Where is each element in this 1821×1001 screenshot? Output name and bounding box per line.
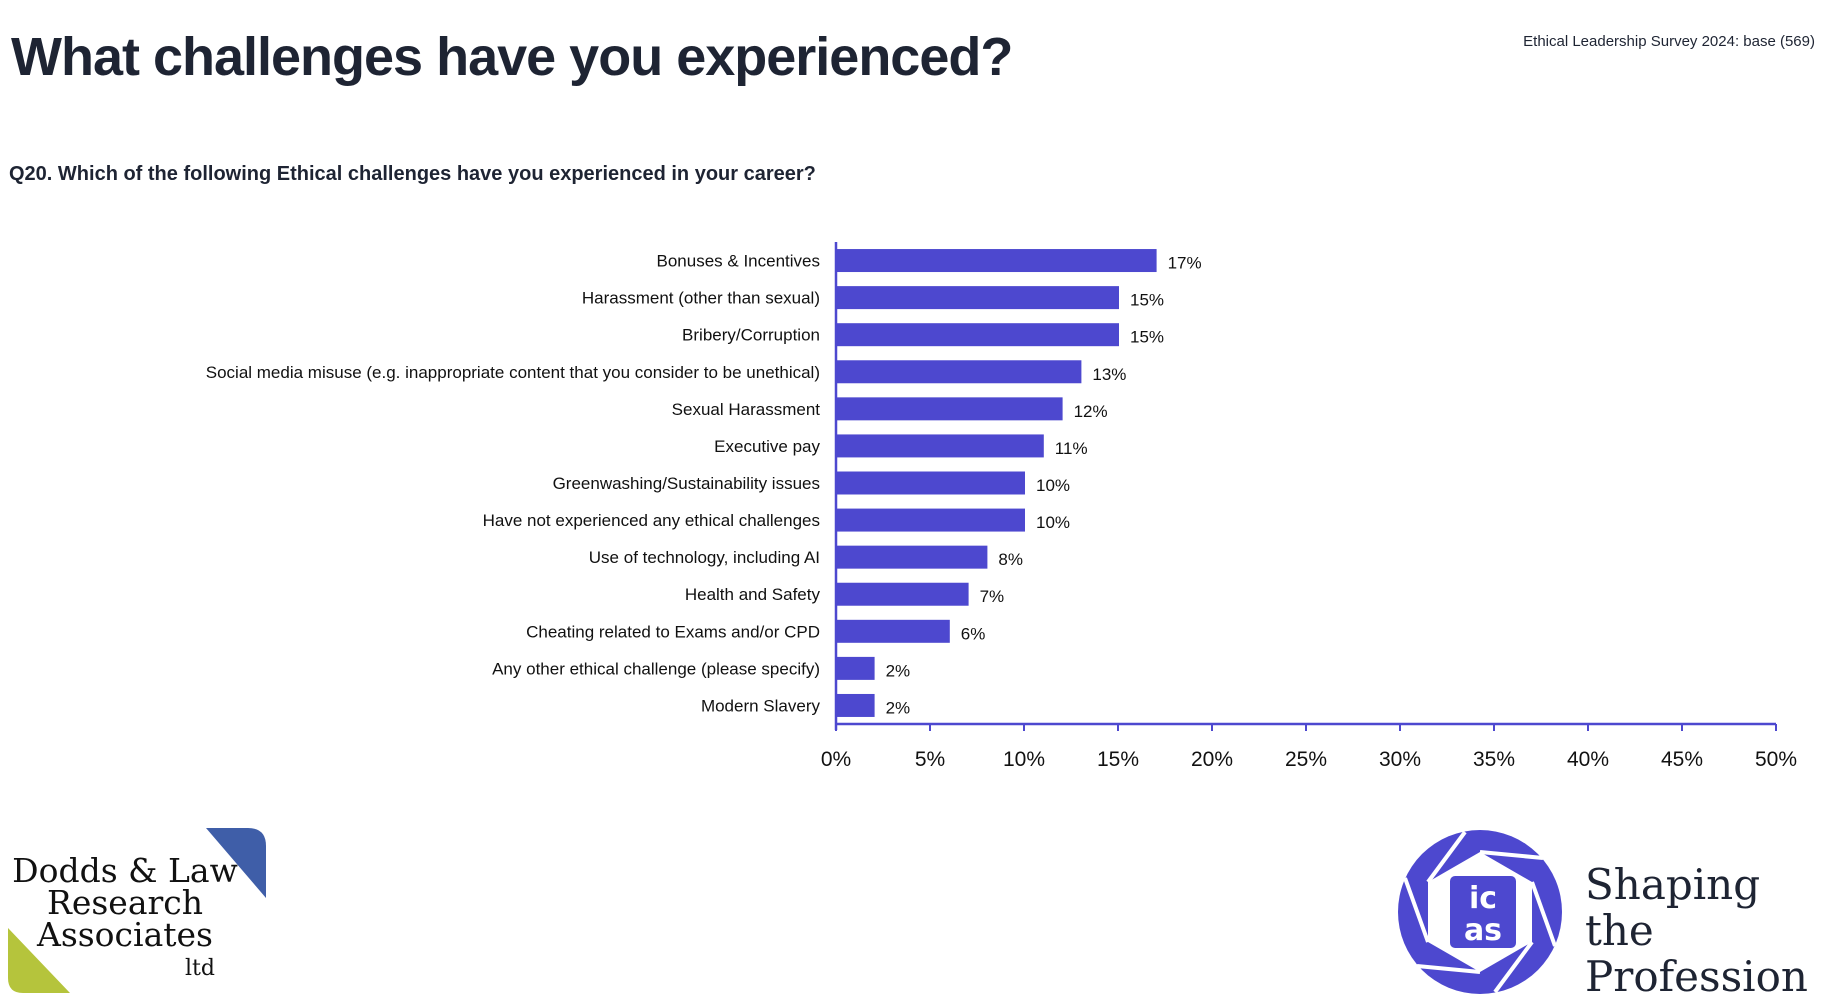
icas-tagline: Shaping the Profession xyxy=(1585,862,1821,1000)
category-label: Modern Slavery xyxy=(701,696,821,715)
survey-source-note: Ethical Leadership Survey 2024: base (56… xyxy=(1523,33,1815,50)
dodds-law-line2: Research xyxy=(46,883,204,922)
value-label: 11% xyxy=(1055,439,1088,458)
bar xyxy=(837,619,950,643)
dodds-law-line3: Associates xyxy=(36,915,213,954)
bar xyxy=(837,323,1119,347)
bar xyxy=(837,582,969,606)
value-label: 2% xyxy=(886,698,911,717)
category-labels: Bonuses & Incentives Harassment (other th… xyxy=(206,252,821,716)
icas-mark-bottom: as xyxy=(1464,913,1502,948)
bars-group xyxy=(837,249,1157,717)
tagline-line2: Profession xyxy=(1585,952,1808,1001)
bar xyxy=(837,249,1157,273)
bar xyxy=(837,397,1063,421)
category-label: Cheating related to Exams and/or CPD xyxy=(526,622,820,641)
dodds-law-line1: Dodds & Law xyxy=(12,851,238,890)
value-label: 15% xyxy=(1130,291,1164,310)
tagline-line1: Shaping the xyxy=(1585,860,1761,955)
category-label: Greenwashing/Sustainability issues xyxy=(553,474,820,493)
x-tick-label: 50% xyxy=(1755,748,1797,771)
value-labels: 17%15%15%13%12%11%10%10%8%7%6%2%2% xyxy=(886,254,1202,718)
chart-question: Q20. Which of the following Ethical chal… xyxy=(9,163,816,185)
logo-blue-corner xyxy=(206,828,266,898)
value-label: 17% xyxy=(1168,254,1202,273)
dodds-law-logo xyxy=(8,828,266,993)
x-tick-label: 25% xyxy=(1285,748,1327,771)
value-label: 8% xyxy=(998,550,1023,569)
bar xyxy=(837,286,1119,310)
bar xyxy=(837,693,875,717)
x-tick-label: 10% xyxy=(1003,748,1045,771)
category-label: Bribery/Corruption xyxy=(682,326,820,345)
value-label: 10% xyxy=(1036,513,1070,532)
bar xyxy=(837,434,1044,458)
logo-green-corner xyxy=(8,928,70,993)
bar xyxy=(837,545,988,569)
x-tick-label: 15% xyxy=(1097,748,1139,771)
bar xyxy=(837,508,1025,532)
category-label: Use of technology, including AI xyxy=(589,548,820,567)
x-ticks: 0% 5% 10% 15% 20% 25% 30% 35% 40% 45% 50% xyxy=(821,724,1797,771)
value-label: 12% xyxy=(1074,402,1108,421)
category-label: Sexual Harassment xyxy=(672,400,821,419)
dodds-law-ltd: ltd xyxy=(185,956,215,981)
x-tick-label: 20% xyxy=(1191,748,1233,771)
x-tick-label: 35% xyxy=(1473,748,1515,771)
category-label: Bonuses & Incentives xyxy=(657,252,820,271)
bar xyxy=(837,656,875,680)
page-title: What challenges have you experienced? xyxy=(11,27,1013,87)
category-label: Have not experienced any ethical challen… xyxy=(483,511,820,530)
category-label: Health and Safety xyxy=(685,585,821,604)
dodds-law-wordmark: Dodds & Law Research Associates xyxy=(10,851,240,954)
x-tick-label: 40% xyxy=(1567,748,1609,771)
category-label: Social media misuse (e.g. inappropriate … xyxy=(206,363,820,382)
category-label: Harassment (other than sexual) xyxy=(582,289,820,308)
value-label: 13% xyxy=(1092,365,1126,384)
bar xyxy=(837,360,1082,384)
x-tick-label: 45% xyxy=(1661,748,1703,771)
x-tick-label: 30% xyxy=(1379,748,1421,771)
value-label: 10% xyxy=(1036,476,1070,495)
value-label: 6% xyxy=(961,624,986,643)
category-label: Executive pay xyxy=(714,437,820,456)
bar xyxy=(837,471,1025,495)
value-label: 15% xyxy=(1130,328,1164,347)
x-tick-label: 5% xyxy=(915,748,945,771)
icas-logo: ic as xyxy=(1398,830,1562,994)
icas-mark-top: ic xyxy=(1469,881,1497,916)
value-label: 7% xyxy=(980,587,1005,606)
bar-chart: Bonuses & Incentives Harassment (other th… xyxy=(206,242,1797,771)
category-label: Any other ethical challenge (please spec… xyxy=(492,659,820,678)
x-tick-label: 0% xyxy=(821,748,851,771)
value-label: 2% xyxy=(886,661,911,680)
